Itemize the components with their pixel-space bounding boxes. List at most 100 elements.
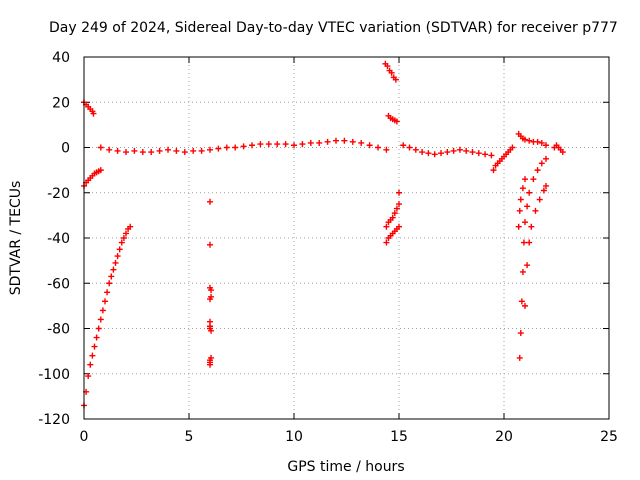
data-point	[517, 330, 524, 337]
data-point	[89, 352, 96, 359]
data-point	[419, 149, 426, 156]
data-point	[131, 147, 138, 154]
data-point	[400, 142, 407, 149]
series-jump-14.5-low-b	[383, 223, 402, 246]
series-late-drop-b	[515, 176, 528, 230]
data-point	[102, 298, 108, 305]
data-point	[118, 239, 125, 246]
data-point	[198, 147, 205, 154]
series-dip-19.5	[490, 144, 516, 174]
data-point	[265, 141, 272, 148]
data-point	[532, 207, 539, 214]
data-point	[524, 262, 531, 269]
data-point	[490, 167, 497, 174]
data-point	[543, 155, 549, 162]
data-point	[85, 373, 92, 380]
data-point	[274, 141, 281, 148]
series-outliers-6h	[207, 198, 215, 368]
series-late-drop-c	[522, 182, 549, 309]
data-point	[406, 144, 413, 151]
data-point	[522, 176, 528, 183]
data-point	[450, 147, 457, 154]
series-late-tail	[551, 142, 566, 156]
data-point	[156, 147, 163, 154]
data-point	[522, 219, 528, 226]
data-point	[526, 137, 533, 144]
data-point	[396, 201, 402, 208]
data-point	[324, 138, 331, 145]
data-point	[396, 189, 402, 196]
data-point	[114, 253, 121, 260]
data-point	[110, 266, 117, 273]
data-points	[81, 60, 566, 409]
data-point	[208, 327, 215, 334]
x-axis-label: GPS time / hours	[287, 459, 404, 475]
data-point	[366, 142, 373, 149]
data-point	[358, 139, 365, 146]
data-point	[543, 182, 549, 189]
data-point	[383, 146, 390, 153]
data-point	[90, 110, 97, 117]
data-point	[412, 146, 419, 153]
data-point	[540, 187, 547, 194]
y-tick-label: -80	[47, 322, 70, 338]
y-tick-label: 20	[52, 95, 70, 111]
data-point	[431, 151, 438, 158]
data-point	[207, 146, 213, 153]
data-point	[522, 136, 528, 143]
data-point	[518, 298, 525, 305]
series-jump-14.5-low-a	[383, 201, 402, 230]
data-point	[116, 246, 123, 253]
x-tick-label: 0	[80, 429, 89, 445]
data-point	[530, 176, 537, 183]
data-point	[316, 139, 323, 146]
data-point	[534, 138, 541, 145]
series-late-drop-a	[516, 155, 549, 361]
data-point	[528, 223, 535, 230]
data-point	[475, 150, 482, 157]
series-jump-14.5-mid	[385, 112, 400, 125]
data-point	[97, 316, 104, 323]
data-point	[207, 198, 213, 205]
series-early-steep-rise	[81, 223, 134, 409]
data-point	[99, 307, 106, 314]
data-point	[456, 146, 463, 153]
data-point	[520, 239, 527, 246]
data-point	[463, 147, 470, 154]
chart-title: Day 249 of 2024, Sidereal Day-to-day VTE…	[49, 20, 618, 36]
data-point	[389, 214, 396, 221]
data-point	[257, 141, 264, 148]
data-point	[438, 150, 444, 157]
data-point	[396, 223, 402, 230]
data-point	[384, 63, 391, 70]
data-point	[106, 146, 113, 153]
data-point	[341, 137, 348, 144]
y-tick-label: -100	[38, 367, 70, 383]
data-point	[127, 223, 134, 230]
series-jump-14.5-high	[382, 60, 399, 83]
data-point	[393, 205, 400, 212]
data-point	[97, 167, 104, 174]
data-point	[95, 325, 102, 332]
data-point	[516, 207, 523, 214]
data-point	[383, 223, 390, 230]
x-tick-label: 20	[495, 429, 513, 445]
data-point	[469, 149, 476, 156]
y-tick-label: -120	[38, 412, 70, 428]
data-point	[91, 343, 98, 350]
data-point	[240, 143, 247, 150]
series-baseline-2	[400, 142, 495, 159]
data-point	[208, 287, 215, 294]
data-point	[215, 145, 222, 152]
data-point	[488, 152, 495, 159]
data-point	[383, 239, 390, 246]
series-baseline-1	[97, 137, 390, 156]
data-point	[223, 144, 230, 151]
data-point	[291, 142, 297, 149]
data-point	[108, 273, 115, 280]
data-point	[120, 235, 127, 241]
data-point	[139, 149, 146, 156]
series-late-high	[515, 130, 549, 149]
y-tick-label: 0	[61, 141, 70, 157]
